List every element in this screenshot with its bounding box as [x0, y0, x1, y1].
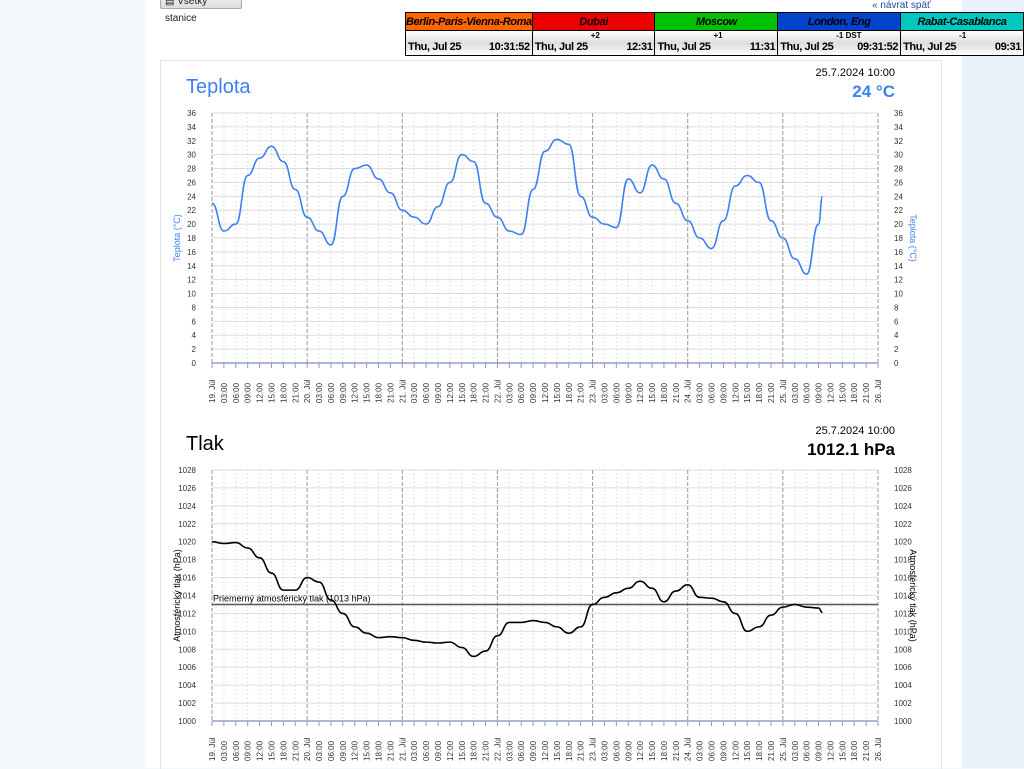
world-clocks: Berlin-Paris-Vienna-Roma Dubai Moscow Londo…: [405, 12, 1024, 56]
clock-time: 09:31: [994, 41, 1022, 53]
right-sidebar: [962, 0, 1024, 768]
clock-date: Thu, Jul 25: [903, 41, 957, 53]
all-stations-button[interactable]: ▤ Všetky stanice: [160, 0, 242, 24]
clock-city: Berlin-Paris-Vienna-Roma: [405, 12, 533, 31]
clock-date: Thu, Jul 25: [408, 41, 462, 53]
temperature-date: 25.7.2024 10:00: [815, 67, 895, 79]
clock-city: Moscow: [654, 12, 779, 31]
clock-offset: -1 DST: [836, 31, 862, 40]
clock-city: Dubai: [531, 12, 656, 31]
clock-time-cell: Thu, Jul 25 +2 12:31: [531, 30, 656, 56]
back-link[interactable]: « návrat späť: [872, 0, 931, 11]
clock-time: 11:31: [749, 41, 776, 53]
clock-date: Thu, Jul 25: [534, 41, 588, 53]
temperature-title: Teplota: [186, 76, 251, 98]
clock-time-cell: Thu, Jul 25 -1 DST 09:31:52: [777, 30, 902, 56]
pressure-date: 25.7.2024 10:00: [815, 425, 895, 437]
pressure-value: 1012.1 hPa: [807, 440, 895, 459]
clock-offset: -1: [959, 31, 967, 40]
clock-city: Rabat-Casablanca: [900, 12, 1024, 31]
clock-offset: +2: [590, 31, 600, 40]
clock-time-cell: Thu, Jul 25 +1 11:31: [654, 30, 779, 56]
temperature-value: 24 °C: [852, 82, 895, 101]
clock-time-cell: Thu, Jul 25 10:31:52: [405, 30, 533, 56]
clock-time: 09:31:52: [857, 41, 899, 53]
charts-container: Teplota 25.7.2024 10:00 24 °C Tlak 25.7.…: [160, 60, 942, 769]
clock-date: Thu, Jul 25: [780, 41, 834, 53]
pressure-title: Tlak: [186, 433, 224, 455]
list-icon: ▤: [165, 0, 178, 7]
clock-offset: +1: [713, 31, 723, 40]
clock-city: London, Eng: [777, 12, 902, 31]
clock-time-cell: Thu, Jul 25 -1 09:31: [900, 30, 1024, 56]
clock-time: 10:31:52: [488, 41, 530, 53]
clock-date: Thu, Jul 25: [657, 41, 711, 53]
clock-time: 12:31: [626, 41, 653, 53]
